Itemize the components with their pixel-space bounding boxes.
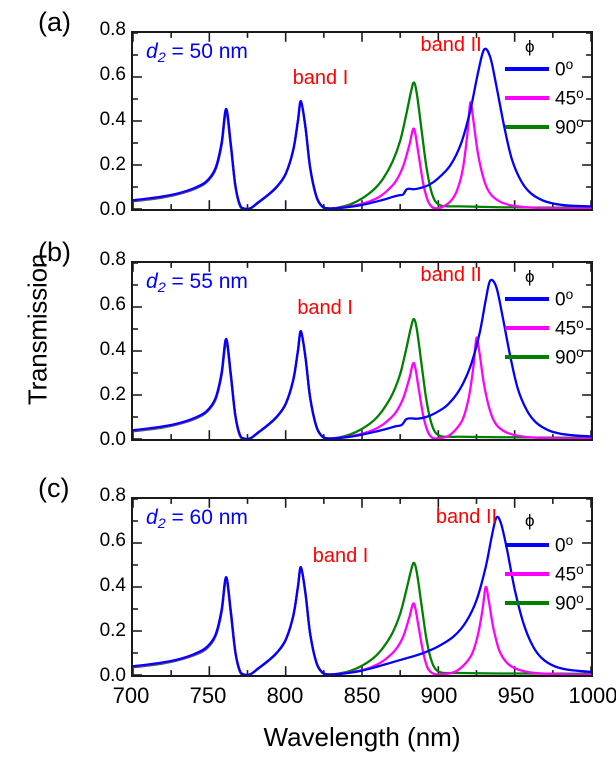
panel-letter: (c) bbox=[38, 473, 70, 503]
axis-ticks bbox=[133, 33, 591, 209]
legend-item-0deg[interactable]: 0o bbox=[505, 287, 573, 311]
x-tick-label: 700 bbox=[112, 683, 150, 708]
plot-svg bbox=[133, 33, 591, 209]
d2-annotation: d2 = 60 nm bbox=[146, 506, 248, 532]
d2-annotation: d2 = 55 nm bbox=[146, 270, 248, 296]
legend-item-90deg[interactable]: 90o bbox=[505, 115, 584, 139]
panel-b: (b) 0.8 0.6 0.4 0.2 0.0 d2 = 55 nm band I band I… bbox=[0, 0, 616, 450]
legend-item-45deg[interactable]: 45o bbox=[505, 316, 584, 340]
y-tick-label: 0.4 bbox=[99, 575, 126, 596]
y-tick-label: 0.6 bbox=[99, 530, 126, 551]
axis-ticks bbox=[133, 499, 591, 675]
band-2-annotation: band II bbox=[435, 506, 498, 528]
legend-swatch-45deg bbox=[505, 572, 549, 577]
y-tick-label: 0.4 bbox=[99, 109, 126, 130]
plot-svg bbox=[133, 499, 591, 675]
y-tick-label: 0.6 bbox=[99, 64, 126, 85]
legend-swatch-90deg bbox=[505, 125, 549, 130]
legend-label-90deg: 90o bbox=[555, 115, 584, 139]
band-1-annotation: band I bbox=[297, 297, 353, 319]
y-tick-label: 0.0 bbox=[99, 199, 126, 220]
legend-swatch-45deg bbox=[505, 326, 549, 331]
legend-swatch-90deg bbox=[505, 355, 549, 360]
legend-item-0deg[interactable]: 0o bbox=[505, 533, 573, 557]
y-tick-label: 0.2 bbox=[99, 620, 126, 641]
legend-swatch-0deg bbox=[505, 297, 549, 302]
x-axis-title: Wavelength (nm) bbox=[263, 722, 461, 752]
band-1-annotation: band I bbox=[312, 545, 369, 567]
legend-label-90deg: 90o bbox=[555, 345, 584, 369]
panel-letter: (a) bbox=[38, 7, 71, 37]
y-tick-label: 0.8 bbox=[99, 249, 126, 270]
x-tick-label: 900 bbox=[420, 683, 458, 708]
legend-label-45deg: 45o bbox=[555, 316, 584, 340]
curve-0deg bbox=[133, 278, 591, 439]
y-tick-label: 0.8 bbox=[99, 19, 126, 40]
y-tick-label: 0.8 bbox=[99, 485, 126, 506]
y-tick-label: 0.2 bbox=[99, 154, 126, 175]
legend-title-phi: ϕ bbox=[525, 267, 535, 286]
legend-label-0deg: 0o bbox=[555, 533, 574, 557]
legend-title-phi: ϕ bbox=[525, 511, 535, 530]
x-tick-label: 800 bbox=[266, 683, 304, 708]
legend-label-90deg: 90o bbox=[555, 591, 584, 615]
panel-a: (a) 0.8 0.6 0.4 0.2 0.0 d2 = 50 nm band I band I… bbox=[0, 0, 616, 220]
plot-svg bbox=[133, 263, 591, 439]
legend-swatch-45deg bbox=[505, 96, 549, 101]
legend-swatch-90deg bbox=[505, 601, 549, 606]
legend-label-0deg: 0o bbox=[555, 287, 574, 311]
legend-swatch-0deg bbox=[505, 543, 549, 548]
legend-item-90deg[interactable]: 90o bbox=[505, 345, 584, 369]
legend-swatch-0deg bbox=[505, 67, 549, 72]
legend-item-45deg[interactable]: 45o bbox=[505, 86, 584, 110]
legend-title-phi: ϕ bbox=[525, 37, 535, 56]
y-tick-label: 0.6 bbox=[99, 294, 126, 315]
band-1-annotation: band I bbox=[292, 67, 349, 89]
plot-area bbox=[131, 261, 593, 441]
plot-area bbox=[131, 31, 593, 211]
legend-item-0deg[interactable]: 0o bbox=[505, 57, 573, 81]
band-2-annotation: band II bbox=[420, 264, 482, 286]
x-tick-label: 750 bbox=[189, 683, 227, 708]
y-tick-label: 0.0 bbox=[99, 429, 126, 450]
y-tick-label: 0.2 bbox=[99, 384, 126, 405]
plot-area bbox=[131, 497, 593, 677]
x-tick-label: 1000 bbox=[568, 683, 616, 708]
band-2-annotation: band II bbox=[420, 34, 482, 56]
y-tick-label: 0.0 bbox=[99, 665, 126, 686]
y-tick-label: 0.4 bbox=[99, 339, 126, 360]
legend-label-45deg: 45o bbox=[555, 562, 584, 586]
panel-c: (c) 0.8 0.6 0.4 0.2 0.0 d2 = 60 nm band I band I… bbox=[0, 0, 616, 686]
curve-0deg bbox=[133, 515, 591, 675]
legend-item-45deg[interactable]: 45o bbox=[505, 562, 584, 586]
x-tick-label: 950 bbox=[497, 683, 535, 708]
curve-0deg bbox=[133, 47, 591, 209]
d2-annotation: d2 = 50 nm bbox=[146, 40, 248, 66]
legend-label-45deg: 45o bbox=[555, 86, 584, 110]
legend-label-0deg: 0o bbox=[555, 57, 574, 81]
panel-letter: (b) bbox=[38, 237, 71, 267]
legend-item-90deg[interactable]: 90o bbox=[505, 591, 584, 615]
x-tick-label: 850 bbox=[343, 683, 381, 708]
